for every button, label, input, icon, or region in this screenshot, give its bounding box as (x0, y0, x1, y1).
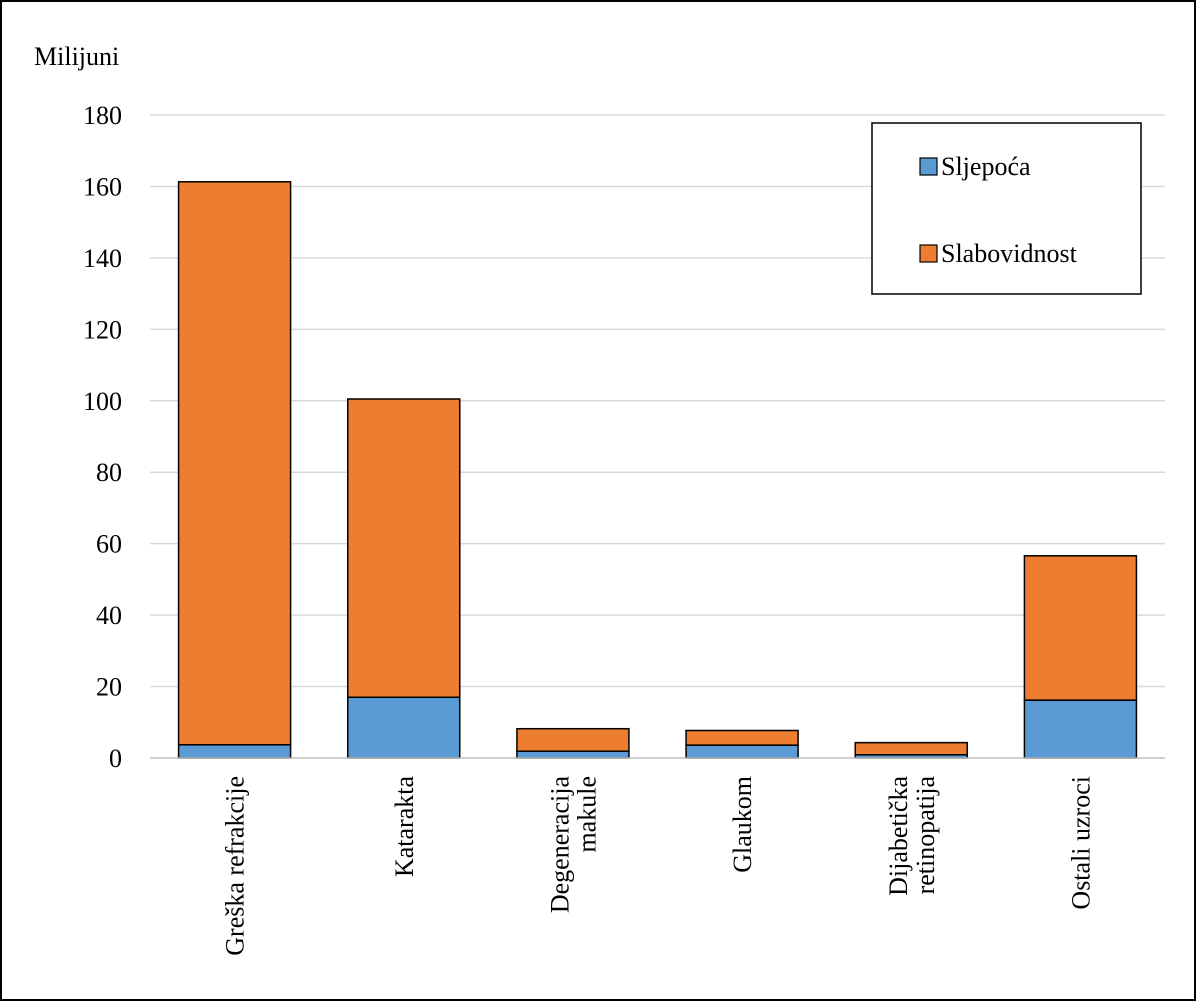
x-tick-label-line: retinopatija (911, 776, 940, 895)
y-tick-label: 40 (96, 601, 122, 630)
x-tick-label: Greška refrakcije (221, 776, 250, 956)
bar-segment-sljepoca (516, 750, 630, 759)
x-tick-label-line: Katarakta (390, 776, 419, 878)
x-axis-labels: Greška refrakcije Katarakta Degeneracijama… (221, 776, 1096, 956)
grid-lines (150, 114, 1165, 688)
y-tick-label: 140 (83, 244, 122, 273)
x-tick-label-line: Dijabetička (884, 776, 913, 896)
bar-segment-sljepoca (347, 696, 461, 759)
bar-segment-slabovidnost (177, 181, 292, 746)
x-tick-label: Katarakta (390, 776, 419, 878)
legend: Sljepoća Slabovidnost (871, 122, 1142, 295)
y-tick-label: 0 (109, 744, 122, 773)
legend-label: Sljepoća (941, 152, 1031, 181)
bar-segment-sljepoca (685, 744, 799, 759)
y-axis-ticks: 0 20 40 60 80 100 120 140 160 180 (83, 101, 122, 773)
x-tick-label-line: Greška refrakcije (221, 776, 250, 956)
y-axis-label: Milijuni (34, 42, 119, 71)
y-tick-label: 80 (96, 458, 122, 487)
y-tick-label: 100 (83, 387, 122, 416)
y-tick-label: 160 (83, 172, 122, 201)
legend-box (871, 122, 1142, 295)
bars (177, 181, 1138, 759)
x-tick-label-line: makule (572, 776, 601, 853)
legend-label: Slabovidnost (941, 239, 1078, 268)
x-tick-label: Ostali uzroci (1066, 776, 1095, 910)
x-tick-label: Glaukom (728, 776, 757, 873)
bar-segment-slabovidnost (685, 729, 799, 746)
x-tick-label-line: Glaukom (728, 776, 757, 873)
y-tick-label: 60 (96, 530, 122, 559)
bar-segment-slabovidnost (347, 398, 461, 699)
x-tick-label-line: Ostali uzroci (1066, 776, 1095, 910)
x-tick-label-line: Degeneracija (545, 776, 574, 914)
y-tick-label: 180 (83, 101, 122, 130)
bar-segment-slabovidnost (516, 727, 630, 752)
bar-segment-slabovidnost (1023, 555, 1138, 701)
bar-segment-sljepoca (177, 744, 292, 759)
legend-swatch (919, 157, 938, 176)
legend-swatch (919, 244, 938, 263)
bar-segment-sljepoca (1023, 699, 1138, 759)
y-tick-label: 20 (96, 673, 122, 702)
bar-segment-slabovidnost (854, 741, 968, 756)
y-tick-label: 120 (83, 315, 122, 344)
